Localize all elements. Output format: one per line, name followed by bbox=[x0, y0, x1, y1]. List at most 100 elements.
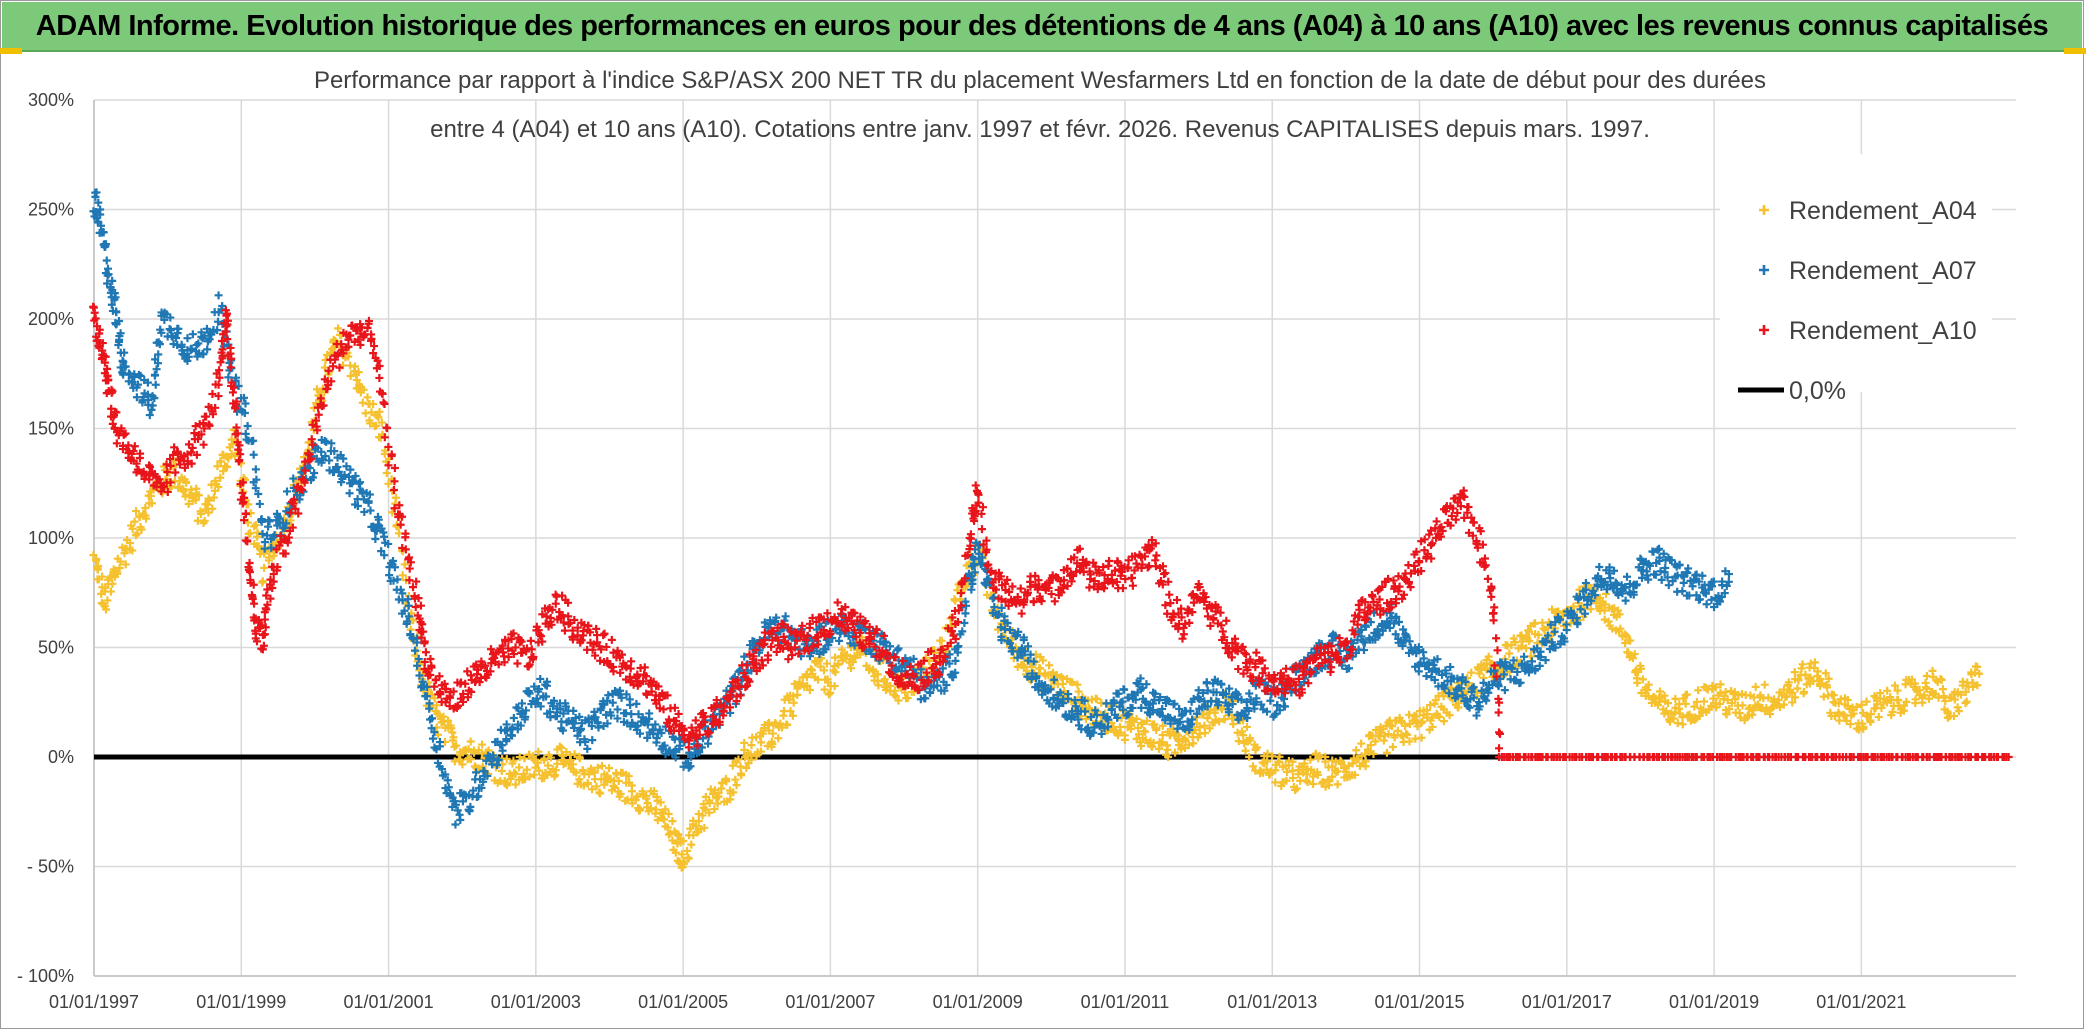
data-point bbox=[188, 443, 197, 452]
data-point bbox=[112, 408, 121, 417]
data-point bbox=[584, 621, 593, 630]
data-point bbox=[931, 660, 940, 669]
data-point bbox=[813, 633, 822, 642]
data-point bbox=[1324, 781, 1333, 790]
data-point bbox=[1657, 575, 1666, 584]
data-point bbox=[643, 733, 652, 742]
data-point bbox=[358, 398, 367, 407]
data-point bbox=[659, 815, 668, 824]
data-point bbox=[1709, 694, 1718, 703]
data-point bbox=[1442, 503, 1451, 512]
data-point bbox=[452, 741, 461, 750]
data-point bbox=[551, 766, 560, 775]
data-point bbox=[966, 534, 975, 543]
data-point bbox=[1270, 671, 1279, 680]
data-point bbox=[798, 621, 807, 630]
data-point bbox=[1278, 678, 1287, 687]
data-point bbox=[1348, 759, 1357, 768]
data-point bbox=[1813, 667, 1822, 676]
data-point bbox=[346, 331, 355, 340]
data-point bbox=[1527, 657, 1536, 666]
data-point bbox=[933, 681, 942, 690]
data-point bbox=[542, 612, 551, 621]
data-point bbox=[120, 348, 129, 357]
data-point bbox=[477, 783, 486, 792]
data-point bbox=[803, 631, 812, 640]
data-point bbox=[1309, 780, 1318, 789]
data-point bbox=[1692, 698, 1701, 707]
data-point bbox=[970, 568, 979, 577]
data-point bbox=[1716, 597, 1725, 606]
data-point bbox=[1790, 668, 1799, 677]
data-point bbox=[1263, 749, 1272, 758]
data-point bbox=[1158, 711, 1167, 720]
data-point bbox=[398, 589, 407, 598]
data-point bbox=[346, 465, 355, 474]
data-point bbox=[633, 792, 642, 801]
data-point bbox=[307, 454, 316, 463]
data-point bbox=[590, 707, 599, 716]
data-point bbox=[1300, 759, 1309, 768]
data-point bbox=[1428, 539, 1437, 548]
data-point bbox=[150, 371, 159, 380]
data-point bbox=[1404, 578, 1413, 587]
data-point bbox=[479, 767, 488, 776]
data-point bbox=[581, 737, 590, 746]
data-point bbox=[691, 716, 700, 725]
data-point bbox=[102, 605, 111, 614]
data-point bbox=[380, 433, 389, 442]
data-point bbox=[197, 430, 206, 439]
data-point bbox=[1412, 547, 1421, 556]
data-point bbox=[1099, 563, 1108, 572]
data-point bbox=[371, 535, 380, 544]
data-point bbox=[1469, 683, 1478, 692]
data-point bbox=[826, 688, 835, 697]
data-point bbox=[1146, 544, 1155, 553]
data-point bbox=[1818, 679, 1827, 688]
data-point bbox=[1203, 612, 1212, 621]
data-point bbox=[474, 792, 483, 801]
data-point bbox=[91, 314, 100, 323]
data-point bbox=[183, 334, 192, 343]
data-point bbox=[1357, 739, 1366, 748]
data-point bbox=[1217, 621, 1226, 630]
data-point bbox=[1229, 720, 1238, 729]
data-point bbox=[1164, 697, 1173, 706]
data-point bbox=[804, 646, 813, 655]
data-point bbox=[1472, 536, 1481, 545]
data-point bbox=[1715, 700, 1724, 709]
data-point bbox=[947, 626, 956, 635]
data-point bbox=[1453, 508, 1462, 517]
data-point bbox=[1116, 728, 1125, 737]
data-point bbox=[1472, 711, 1481, 720]
data-point bbox=[1243, 665, 1252, 674]
data-point bbox=[467, 687, 476, 696]
data-point bbox=[898, 656, 907, 665]
data-point bbox=[1731, 695, 1740, 704]
data-point bbox=[251, 465, 260, 474]
data-point bbox=[264, 556, 273, 565]
data-point bbox=[1610, 566, 1619, 575]
data-point bbox=[1092, 695, 1101, 704]
data-point bbox=[375, 373, 384, 382]
data-point bbox=[509, 629, 518, 638]
data-point bbox=[307, 435, 316, 444]
data-point bbox=[1442, 669, 1451, 678]
data-point bbox=[1395, 582, 1404, 591]
data-point bbox=[687, 752, 696, 761]
data-point bbox=[1749, 706, 1758, 715]
data-point bbox=[1399, 590, 1408, 599]
data-point bbox=[321, 452, 330, 461]
data-point bbox=[1234, 665, 1243, 674]
data-point bbox=[1690, 702, 1699, 711]
data-point bbox=[1846, 720, 1855, 729]
data-point bbox=[603, 719, 612, 728]
data-point bbox=[1240, 649, 1249, 658]
performance-scatter-chart: 300%250%200%150%100%50%0%- 50%- 100%01/0… bbox=[17, 67, 2016, 1012]
data-point bbox=[1673, 719, 1682, 728]
data-point bbox=[1164, 753, 1173, 762]
data-point bbox=[384, 442, 393, 451]
data-point bbox=[503, 781, 512, 790]
data-point bbox=[1438, 527, 1447, 536]
data-point bbox=[1886, 696, 1895, 705]
